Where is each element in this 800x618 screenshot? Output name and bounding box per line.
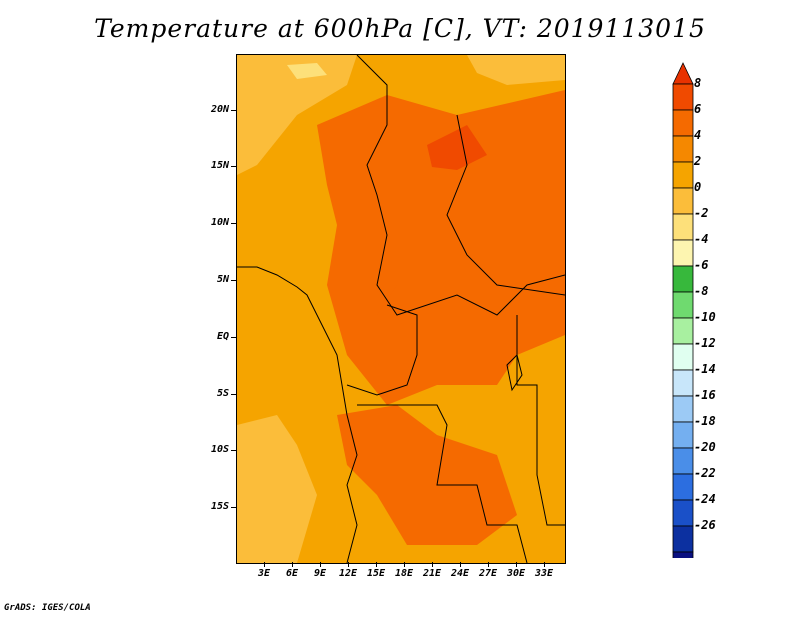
- colorbar-swatch: [672, 369, 694, 397]
- map-panel: [236, 54, 566, 564]
- colorbar-swatch: [672, 135, 694, 163]
- colorbar-label: -24: [694, 492, 716, 506]
- colorbar-label: -14: [694, 362, 716, 376]
- colorbar-label: 0: [694, 180, 702, 194]
- lat-tick: [231, 450, 236, 451]
- lat-tick: [231, 280, 236, 281]
- lon-label: 18E: [394, 568, 414, 579]
- contour-0-2-southwest: [237, 415, 317, 563]
- colorbar-label: -4: [694, 232, 709, 246]
- lon-tick: [488, 562, 489, 567]
- colorbar-label: -10: [694, 310, 716, 324]
- lat-label: EQ: [216, 331, 229, 342]
- colorbar-swatch: [672, 499, 694, 527]
- colorbar-label: 6: [694, 102, 702, 116]
- colorbar-top-arrow: [672, 62, 694, 85]
- colorbar-label: -16: [694, 388, 716, 402]
- colorbar-swatch: [672, 239, 694, 267]
- colorbar-swatch: [672, 551, 694, 558]
- colorbar-swatch: [672, 421, 694, 449]
- colorbar-swatch: [672, 343, 694, 371]
- colorbar-swatch: [672, 213, 694, 241]
- lon-label: 9E: [313, 568, 327, 579]
- colorbar-swatch: [672, 525, 694, 553]
- colorbar-label: -18: [694, 414, 716, 428]
- border-line-1: [356, 55, 565, 316]
- lon-tick: [264, 562, 265, 567]
- colorbar-swatch: [672, 473, 694, 501]
- chart-title: Temperature at 600hPa [C], VT: 201911301…: [94, 14, 706, 43]
- colorbar: [672, 62, 694, 558]
- lat-label: 5S: [216, 388, 229, 399]
- lon-tick: [544, 562, 545, 567]
- lat-tick: [231, 507, 236, 508]
- colorbar-swatch: [672, 447, 694, 475]
- colorbar-label: -20: [694, 440, 716, 454]
- lat-tick: [231, 394, 236, 395]
- contour-0-2-northeast: [467, 55, 565, 85]
- lon-label: 27E: [478, 568, 498, 579]
- coastline: [237, 266, 358, 563]
- contour-minus2-0: [287, 63, 327, 79]
- lon-tick: [348, 562, 349, 567]
- lon-tick: [292, 562, 293, 567]
- lat-tick: [231, 110, 236, 111]
- colorbar-label: -2: [694, 206, 709, 220]
- border-line-2: [446, 114, 565, 296]
- colorbar-label: 2: [694, 154, 702, 168]
- lon-label: 21E: [422, 568, 442, 579]
- lat-label: 15S: [210, 501, 229, 512]
- colorbar-label: -12: [694, 336, 716, 350]
- border-line-3: [346, 304, 418, 396]
- colorbar-swatch: [672, 395, 694, 423]
- colorbar-swatch: [672, 83, 694, 111]
- lon-label: 3E: [257, 568, 271, 579]
- lon-tick: [460, 562, 461, 567]
- lat-tick: [231, 223, 236, 224]
- colorbar-label: -26: [694, 518, 716, 532]
- contour-4-6-south: [337, 405, 517, 545]
- lon-label: 30E: [506, 568, 526, 579]
- colorbar-label: -22: [694, 466, 716, 480]
- lon-label: 24E: [450, 568, 470, 579]
- lon-tick: [404, 562, 405, 567]
- border-line-4: [357, 404, 528, 563]
- colorbar-swatch: [672, 161, 694, 189]
- colorbar-label: 8: [694, 76, 702, 90]
- contour-4-6-central: [317, 90, 565, 405]
- colorbar-swatch: [672, 291, 694, 319]
- lat-label: 10S: [210, 444, 229, 455]
- lat-label: 20N: [210, 104, 229, 115]
- contour-4-6-west: [337, 235, 397, 315]
- lon-tick: [432, 562, 433, 567]
- colorbar-label: -8: [694, 284, 709, 298]
- lake-victoria: [506, 354, 523, 392]
- credit-text: GrADS: IGES/COLA: [4, 603, 91, 613]
- border-line-5: [516, 315, 565, 526]
- contour-6-8: [427, 125, 487, 170]
- lon-tick: [320, 562, 321, 567]
- lat-label: 15N: [210, 160, 229, 171]
- lat-label: 5N: [216, 274, 229, 285]
- lat-label: 10N: [210, 217, 229, 228]
- lon-label: 6E: [285, 568, 299, 579]
- lat-tick: [231, 337, 236, 338]
- lon-label: 12E: [338, 568, 358, 579]
- lon-tick: [376, 562, 377, 567]
- lon-tick: [516, 562, 517, 567]
- colorbar-swatch: [672, 265, 694, 293]
- colorbar-swatch: [672, 187, 694, 215]
- contour-0-2-north: [237, 55, 357, 175]
- lon-label: 15E: [366, 568, 386, 579]
- temperature-field: [237, 55, 565, 563]
- colorbar-label: -6: [694, 258, 709, 272]
- colorbar-swatch: [672, 317, 694, 345]
- colorbar-swatch: [672, 109, 694, 137]
- colorbar-label: 4: [694, 128, 702, 142]
- lat-tick: [231, 166, 236, 167]
- lon-label: 33E: [534, 568, 554, 579]
